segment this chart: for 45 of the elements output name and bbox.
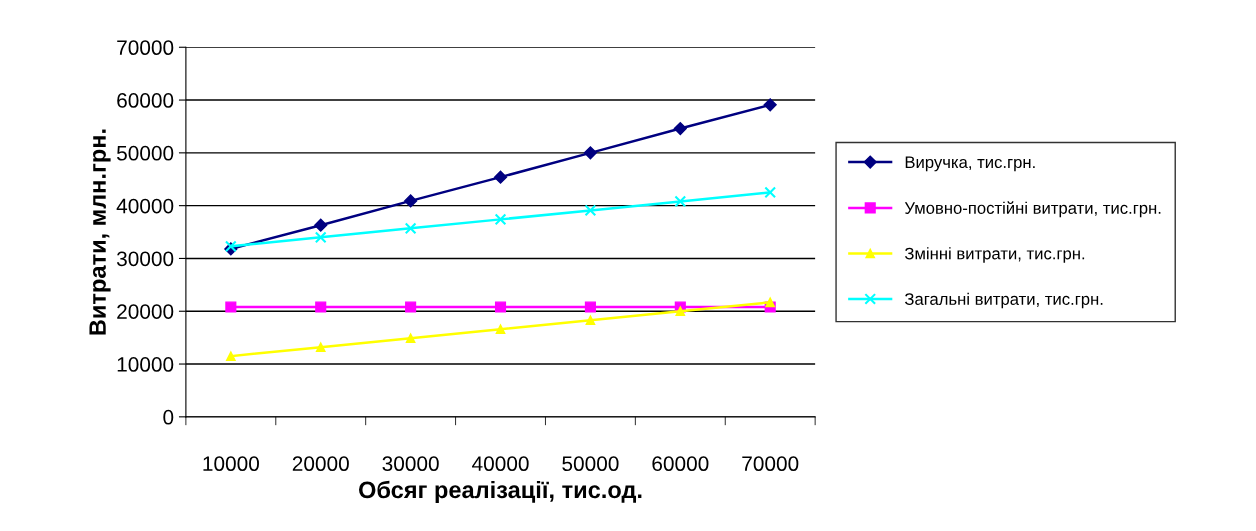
x-tick-label: 60000 <box>652 456 709 472</box>
point <box>675 306 686 317</box>
legend-label: Змінні витрати, тис.грн. <box>904 247 1085 263</box>
x-tick-label: 40000 <box>472 456 529 472</box>
point <box>495 324 506 335</box>
point <box>315 342 326 353</box>
point <box>225 301 237 313</box>
y-tick-label: 20000 <box>117 304 174 319</box>
point <box>673 121 687 136</box>
y-tick-label: 0 <box>163 409 174 425</box>
point <box>494 213 507 226</box>
y-tick-label: 40000 <box>116 198 174 214</box>
point <box>584 301 596 313</box>
point <box>584 204 597 217</box>
x-tick-label: 20000 <box>292 456 349 472</box>
x-axis-title: Обсяг реалізації, тис.од. <box>359 480 642 503</box>
y-tick-label: 50000 <box>116 145 174 161</box>
point <box>315 301 327 313</box>
point <box>404 194 418 208</box>
point <box>494 301 507 313</box>
legend-label: Загальні витрати, тис.грн. <box>904 292 1103 309</box>
x-tick-label: 10000 <box>203 456 259 472</box>
y-tick-label: 10000 <box>117 357 174 372</box>
y-tick-label: 60000 <box>117 93 174 108</box>
point <box>225 351 236 361</box>
x-tick-label: 50000 <box>562 456 619 472</box>
x-tick-label: 70000 <box>742 456 799 472</box>
point <box>493 170 508 184</box>
point <box>674 195 687 208</box>
y-tick-label: 70000 <box>117 40 174 56</box>
point <box>763 98 777 112</box>
point <box>314 231 327 244</box>
point <box>764 186 777 199</box>
legend-label: Виручка, тис.грн. <box>905 156 1035 172</box>
y-tick-label: 30000 <box>116 251 174 267</box>
point <box>765 297 776 308</box>
point <box>405 301 417 313</box>
point <box>585 315 596 326</box>
x-tick-label: 30000 <box>382 456 439 472</box>
point <box>405 333 416 344</box>
point <box>314 218 328 232</box>
point <box>583 146 597 160</box>
y-axis-title: Витрати, млн.грн. <box>89 129 111 335</box>
point <box>404 222 417 235</box>
legend-label: Умовно-постійні витрати, тис.грн. <box>904 201 1161 218</box>
